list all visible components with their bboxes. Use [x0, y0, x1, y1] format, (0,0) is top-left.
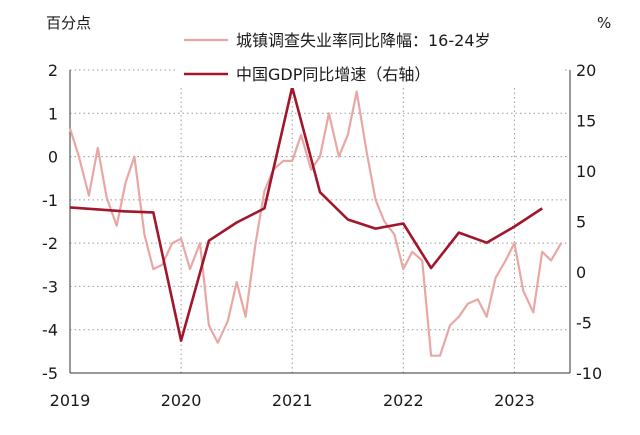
grid-lines — [69, 69, 571, 374]
legend-item-gdp-growth: 中国GDP同比增速（右轴） — [236, 65, 430, 84]
legend-bg — [176, 60, 564, 88]
right-tick-label: 20 — [576, 61, 596, 80]
left-axis-unit: 百分点 — [46, 14, 91, 32]
right-tick-label: 0 — [576, 263, 586, 282]
gdp-growth-line — [69, 85, 543, 343]
right-axis-unit: % — [597, 14, 611, 32]
left-tick-label: 1 — [48, 104, 58, 123]
x-tick-label: 2022 — [383, 391, 424, 410]
x-tick-label: 2021 — [272, 391, 313, 410]
right-tick-label: -5 — [576, 314, 592, 333]
x-tick-label: 2020 — [161, 391, 202, 410]
right-tick-label: -10 — [576, 364, 602, 383]
left-tick-label: -3 — [42, 277, 58, 296]
x-tick-label: 2019 — [50, 391, 91, 410]
legend-item-youth-unemployment: 城镇调查失业率同比降幅：16-24岁 — [236, 31, 491, 50]
series-layer — [68, 85, 563, 357]
left-tick-label: -5 — [42, 364, 58, 383]
x-tick-label: 2023 — [494, 391, 535, 410]
right-tick-label: 15 — [576, 112, 596, 131]
left-tick-label: -1 — [42, 191, 58, 210]
left-tick-label: 2 — [48, 61, 58, 80]
youth-unemployment-line — [68, 90, 563, 357]
left-tick-label: -4 — [42, 321, 58, 340]
left-tick-label: 0 — [48, 148, 58, 167]
legend-bg — [176, 26, 564, 54]
left-tick-label: -2 — [42, 234, 58, 253]
right-tick-label: 5 — [576, 213, 586, 232]
right-tick-label: 10 — [576, 162, 596, 181]
